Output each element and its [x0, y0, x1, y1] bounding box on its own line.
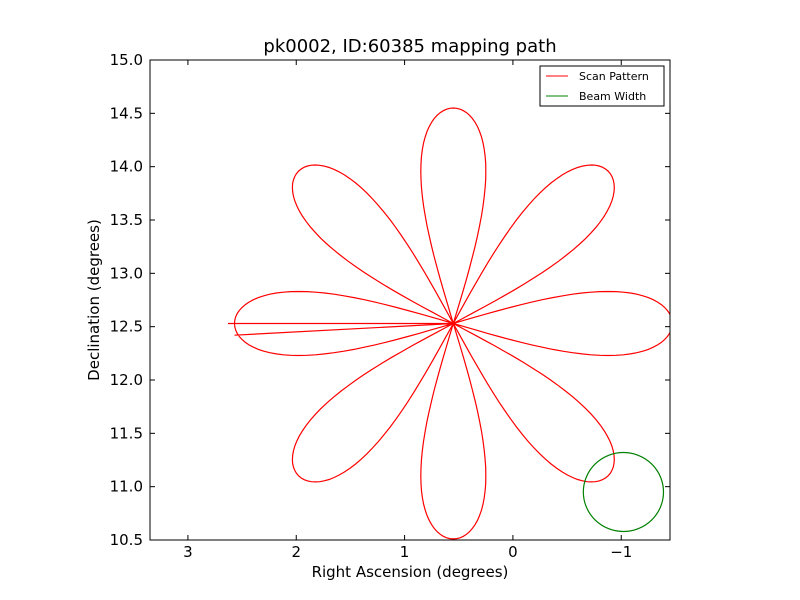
data-layer	[228, 107, 670, 540]
y-tick-label: 11.0	[110, 478, 143, 496]
y-axis-label: Declination (degrees)	[85, 219, 103, 381]
x-tick-label: 2	[291, 543, 301, 561]
legend-label-scan-pattern: Scan Pattern	[579, 70, 649, 83]
plot-area-frame	[149, 59, 671, 541]
y-axis-ticks: 10.5 11.0 11.5 12.0 12.5 13.0 13.5 14.0 14.5 15.0	[110, 51, 670, 549]
y-tick-label: 13.5	[110, 211, 143, 229]
x-tick-label: 1	[400, 543, 410, 561]
x-tick-label: 3	[183, 543, 193, 561]
legend: Scan Pattern Beam Width	[539, 65, 665, 107]
y-tick-label: 12.0	[110, 371, 143, 389]
scan-pattern-line	[228, 107, 670, 540]
chart-title: pk0002, ID:60385 mapping path	[263, 36, 556, 57]
x-axis-ticks: 3 2 1 0 −1	[183, 60, 632, 561]
y-tick-label: 13.0	[110, 264, 143, 282]
y-tick-label: 14.5	[110, 104, 143, 122]
legend-label-beam-width: Beam Width	[579, 90, 646, 103]
y-tick-label: 12.5	[110, 318, 143, 336]
y-tick-label: 15.0	[110, 51, 143, 69]
y-tick-label: 10.5	[110, 531, 143, 549]
x-tick-label: 0	[508, 543, 518, 561]
y-tick-label: 14.0	[110, 158, 143, 176]
x-tick-label: −1	[610, 543, 632, 561]
y-tick-label: 11.5	[110, 424, 143, 442]
legend-box	[539, 65, 665, 107]
x-axis-label: Right Ascension (degrees)	[312, 563, 509, 581]
beam-width-circle	[582, 451, 665, 533]
